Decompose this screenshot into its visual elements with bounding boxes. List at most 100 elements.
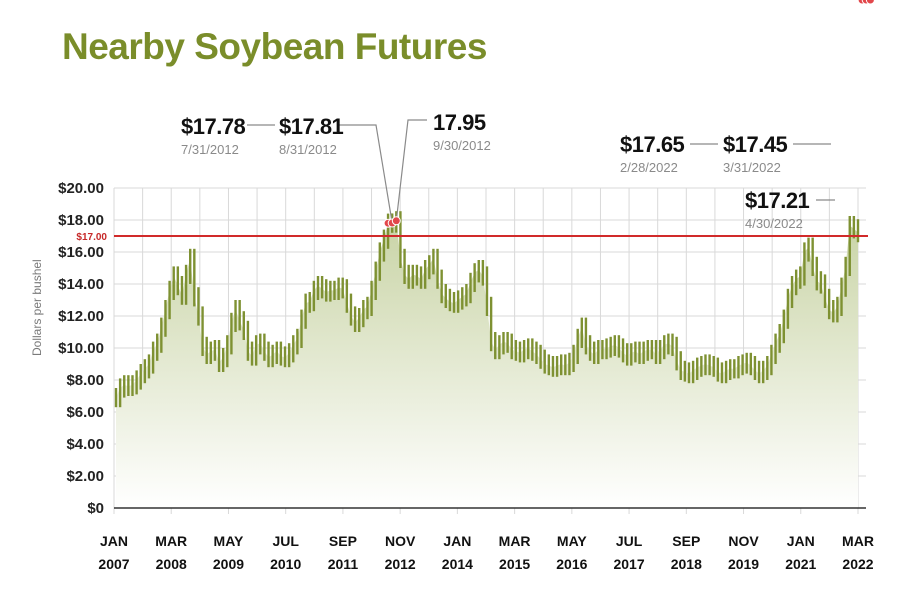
price-bar <box>444 284 447 308</box>
x-tick-year: 2010 <box>270 556 301 572</box>
price-bar <box>189 248 192 284</box>
price-bar <box>522 340 526 363</box>
price-bar <box>473 263 476 292</box>
price-bar <box>691 360 695 384</box>
price-bar <box>535 341 538 364</box>
callout-leader <box>339 124 393 224</box>
price-bar <box>419 266 423 289</box>
callout-date: 9/30/2012 <box>433 138 491 153</box>
reference-line-group: $17.00 <box>76 232 868 243</box>
price-bar <box>156 333 159 361</box>
price-bar <box>605 338 608 360</box>
axes: $0 $2.00 $4.00 $6.00 $8.00 $10.00 $12.00 $14.00… <box>58 180 874 572</box>
price-bar <box>527 338 530 360</box>
price-bar <box>708 354 711 376</box>
price-bar <box>448 288 452 312</box>
price-bar <box>362 300 365 328</box>
price-bar <box>333 280 336 300</box>
price-area <box>116 220 858 509</box>
price-bar <box>502 332 505 355</box>
price-bars <box>114 211 860 408</box>
y-tick-label: $8.00 <box>66 372 104 389</box>
price-bar <box>712 356 715 377</box>
price-bar <box>135 370 138 395</box>
price-bar <box>761 360 765 384</box>
price-bar <box>131 375 134 396</box>
price-bar <box>724 360 728 384</box>
price-bar <box>461 287 464 310</box>
y-tick-label: $4.00 <box>66 436 104 453</box>
price-bar <box>642 341 645 364</box>
price-bar <box>160 317 163 353</box>
price-bar <box>720 362 724 384</box>
y-tick-label: $16.00 <box>58 244 104 261</box>
price-bar <box>580 317 584 348</box>
price-bar <box>197 287 200 326</box>
price-bar <box>481 260 485 286</box>
price-bar <box>613 335 616 356</box>
x-tick-month: NOV <box>385 533 416 549</box>
price-bar <box>139 364 142 390</box>
x-tick-month: JUL <box>616 533 643 549</box>
price-bar <box>428 255 431 280</box>
price-bar <box>477 260 480 283</box>
x-tick-year: 2022 <box>842 556 873 572</box>
price-bar <box>337 277 340 300</box>
price-bar <box>650 340 654 360</box>
chart-title: Nearby Soybean Futures <box>62 26 487 67</box>
price-bar <box>308 292 311 313</box>
y-tick-label: $20.00 <box>58 180 104 197</box>
price-bar <box>485 266 489 316</box>
price-bar <box>592 341 596 364</box>
price-bar <box>440 269 443 304</box>
price-bar <box>683 360 687 382</box>
price-bar <box>234 300 237 332</box>
price-bar <box>201 306 204 356</box>
price-bar <box>547 354 551 376</box>
price-bar <box>794 269 798 296</box>
price-bar <box>597 340 600 364</box>
price-bar <box>283 346 287 368</box>
callout-value: $17.45 <box>723 132 788 157</box>
price-bar <box>539 344 542 369</box>
price-bar <box>531 338 534 361</box>
y-tick-label: $2.00 <box>66 468 104 485</box>
price-bar <box>799 266 802 289</box>
price-bar <box>217 340 221 372</box>
x-tick-month: MAR <box>155 533 187 549</box>
price-bar <box>469 272 472 304</box>
price-bar <box>778 324 781 353</box>
x-tick-month: SEP <box>329 533 357 549</box>
price-bar <box>366 296 369 320</box>
y-tick-label: $6.00 <box>66 404 104 421</box>
peak-marker <box>865 0 875 5</box>
x-tick-month: MAR <box>842 533 874 549</box>
callout-value: $17.21 <box>745 188 810 213</box>
x-tick-month: MAY <box>557 533 587 549</box>
callout-value: $17.81 <box>279 114 344 139</box>
price-bar <box>180 276 184 305</box>
x-tick-month: JAN <box>100 533 128 549</box>
price-bar <box>568 352 571 376</box>
price-bar <box>663 335 666 360</box>
price-bar <box>151 341 155 374</box>
callout-value: 17.95 <box>433 110 486 135</box>
price-bar <box>749 352 753 376</box>
price-bar <box>386 213 390 249</box>
price-bar <box>700 356 703 377</box>
price-bar <box>733 359 736 379</box>
price-bar <box>856 219 860 243</box>
price-bar <box>852 216 856 239</box>
price-bar <box>325 279 328 302</box>
x-tick-year: 2009 <box>213 556 244 572</box>
price-bar <box>407 264 410 289</box>
price-bar <box>832 300 835 323</box>
price-bar <box>242 311 245 340</box>
price-bar <box>118 378 122 408</box>
price-bar <box>782 309 785 344</box>
price-bar <box>296 328 299 355</box>
peak-marker <box>391 216 401 226</box>
price-bar <box>757 360 761 384</box>
price-bar <box>164 300 167 337</box>
